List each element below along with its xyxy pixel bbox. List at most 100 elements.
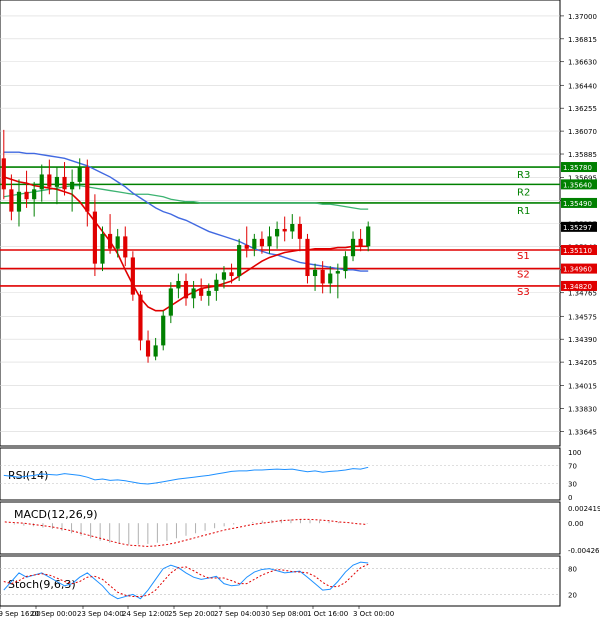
candle-body — [176, 280, 181, 289]
level-price-tag — [561, 280, 597, 291]
candle-body — [229, 272, 234, 277]
rsi-label: RSI(14) — [8, 469, 48, 482]
x-tick-label: 20 Sep 00:00 — [30, 610, 77, 618]
current-price-label: 1.35297 — [563, 224, 592, 232]
candle-body — [275, 228, 280, 237]
candle-body — [366, 226, 371, 247]
x-tick-label: 3 Oct 00:00 — [353, 610, 394, 618]
candle-body — [191, 288, 196, 299]
candle-body — [358, 238, 363, 247]
candle-body — [168, 288, 173, 316]
level-price-label: 1.35110 — [563, 247, 592, 255]
level-price-label: 1.35780 — [563, 164, 592, 172]
candle-body — [161, 315, 166, 346]
level-price-label: 1.35490 — [563, 200, 592, 208]
candle-body — [252, 238, 257, 249]
candle-body — [244, 245, 249, 249]
stoch-tick-label: 80 — [568, 566, 577, 574]
candle-body — [77, 167, 82, 182]
y-tick-label: 1.33830 — [568, 406, 597, 414]
x-tick-label: 24 Sep 12:00 — [122, 610, 169, 618]
candle-body — [259, 238, 265, 247]
candle-body — [92, 211, 97, 264]
level-name-s1: S1 — [517, 251, 530, 262]
candle-body — [70, 181, 75, 190]
macd-tick-label: 0.002419 — [568, 505, 600, 513]
macd-label: MACD(12,26,9) — [14, 508, 98, 521]
candle-body — [115, 236, 120, 249]
y-tick-label: 1.36630 — [568, 59, 597, 67]
level-name-r2: R2 — [517, 187, 530, 198]
rsi-panel: RSI(14) 100 70 30 0 — [0, 447, 581, 502]
price-panel: 1.37000 1.36815 1.36630 1.36440 1.36255 1.360… — [0, 0, 597, 447]
level-price-tag — [561, 197, 597, 208]
y-tick-label: 1.36070 — [568, 128, 597, 136]
y-tick-label: 1.34390 — [568, 336, 597, 344]
candle-body — [206, 290, 211, 296]
candle-body — [290, 224, 295, 232]
candle-body — [335, 271, 340, 274]
candle-body — [123, 236, 128, 258]
x-tick-label: 19 Sep 16:00 — [0, 610, 41, 618]
candle-body — [138, 294, 143, 341]
rsi-tick-label: 100 — [568, 449, 581, 457]
candle-body — [267, 236, 272, 247]
y-tick-label: 1.37000 — [568, 13, 597, 21]
candle-body — [237, 245, 242, 277]
level-price-label: 1.34820 — [563, 283, 592, 291]
macd-panel: MACD(12,26,9) 0.002419 0.00 -0.004269 — [0, 501, 600, 555]
candle-body — [9, 189, 14, 212]
x-tick-label: 25 Sep 20:00 — [168, 610, 215, 618]
level-price-tag — [561, 179, 597, 190]
candle-body — [320, 269, 325, 284]
candle-body — [282, 228, 287, 232]
y-tick-label: 1.36815 — [568, 36, 597, 44]
stoch-k-line — [3, 561, 369, 600]
candle-body — [183, 280, 189, 299]
stoch-d-line — [3, 563, 369, 598]
x-tick-label: 30 Sep 08:00 — [261, 610, 308, 618]
macd-tick-label: 0.00 — [568, 520, 584, 528]
x-tick-label: 1 Oct 16:00 — [307, 610, 348, 618]
candle-body — [145, 340, 151, 357]
macd-tick-label: -0.004269 — [568, 547, 600, 555]
rsi-tick-label: 0 — [568, 494, 572, 502]
candle-body — [343, 256, 348, 272]
macd-signal-line — [4, 518, 368, 547]
candle-body — [107, 233, 113, 249]
candle-body — [221, 272, 227, 280]
candle-body — [16, 191, 22, 212]
y-tick-label: 1.35695 — [568, 175, 597, 183]
candle-body — [100, 233, 105, 264]
rsi-tick-label: 70 — [568, 463, 577, 471]
y-tick-label: 1.35885 — [568, 151, 597, 159]
y-tick-label: 1.34205 — [568, 359, 597, 367]
level-name-s3: S3 — [517, 287, 530, 298]
candle-body — [328, 273, 333, 284]
candle-body — [47, 174, 52, 187]
candle-body — [199, 288, 204, 296]
candle-body — [297, 224, 302, 239]
y-tick-label: 1.34575 — [568, 313, 597, 321]
level-price-label: 1.34960 — [563, 266, 592, 274]
level-price-tag — [561, 263, 597, 274]
stoch-label: Stoch(9,6,3) — [8, 578, 76, 591]
candle-body — [153, 345, 158, 357]
candle-body — [214, 279, 219, 291]
level-name-r3: R3 — [517, 170, 530, 181]
y-tick-label: 1.36255 — [568, 105, 597, 113]
candle-body — [62, 176, 67, 190]
y-tick-label: 1.34015 — [568, 383, 597, 391]
level-name-s2: S2 — [517, 270, 530, 281]
x-tick-label: 23 Sep 04:00 — [77, 610, 124, 618]
y-tick-label: 1.36440 — [568, 82, 597, 90]
candle-body — [305, 238, 310, 277]
candle-body — [130, 257, 135, 295]
level-price-tag — [561, 162, 597, 173]
candle-body — [85, 167, 90, 212]
candle-body — [54, 176, 60, 187]
candle-body — [39, 174, 44, 190]
candle-body — [312, 269, 318, 277]
candle-body — [32, 189, 37, 200]
